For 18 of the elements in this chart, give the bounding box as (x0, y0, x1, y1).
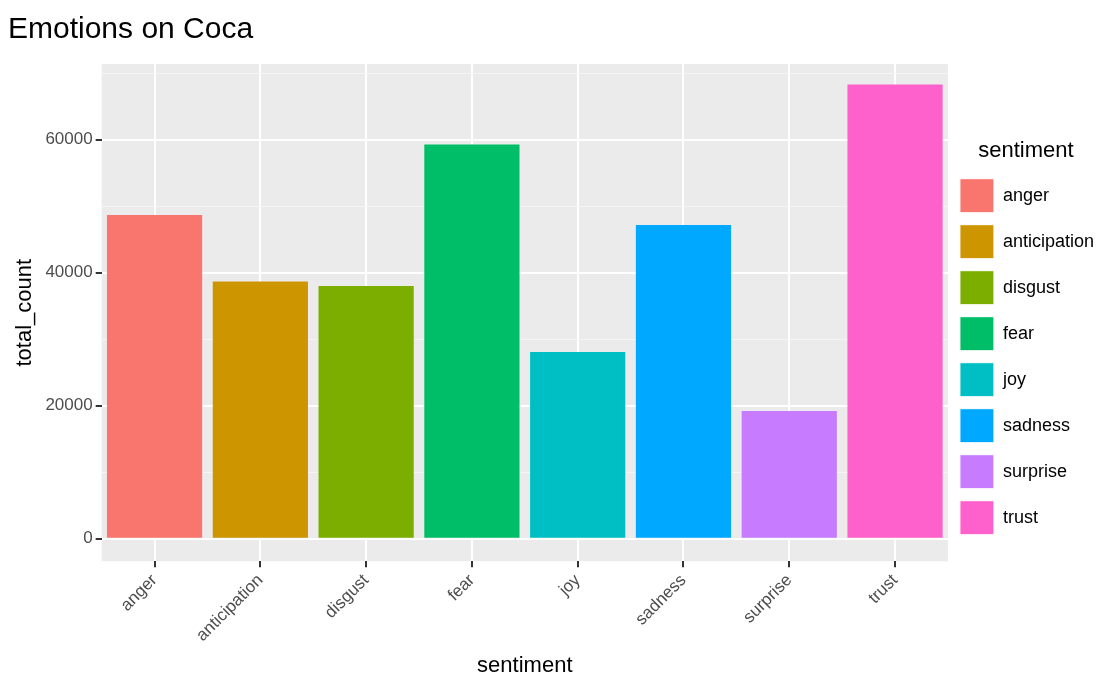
legend-label: sadness (1002, 414, 1070, 435)
y-tick-label: 40000 (45, 262, 93, 282)
y-tick-label: 60000 (45, 129, 93, 149)
legend-label: disgust (1002, 276, 1060, 297)
y-axis-title: total_count (11, 258, 37, 367)
y-tick-label: 20000 (45, 395, 93, 415)
legend-label: surprise (1002, 460, 1067, 481)
x-tick-label: fear (443, 570, 479, 605)
y-tick-label: 0 (83, 528, 93, 548)
x-axis-title: sentiment (477, 651, 573, 677)
x-tick-label: joy (554, 569, 585, 600)
legend-label: fear (1002, 322, 1034, 343)
legend-label: joy (1001, 368, 1026, 389)
legend-label: trust (1002, 506, 1038, 527)
legend-title: sentiment (978, 137, 1074, 163)
chart-title: Emotions on Coca (8, 11, 254, 45)
legend-label: anticipation (1002, 230, 1095, 251)
legend-label: anger (1002, 184, 1049, 205)
